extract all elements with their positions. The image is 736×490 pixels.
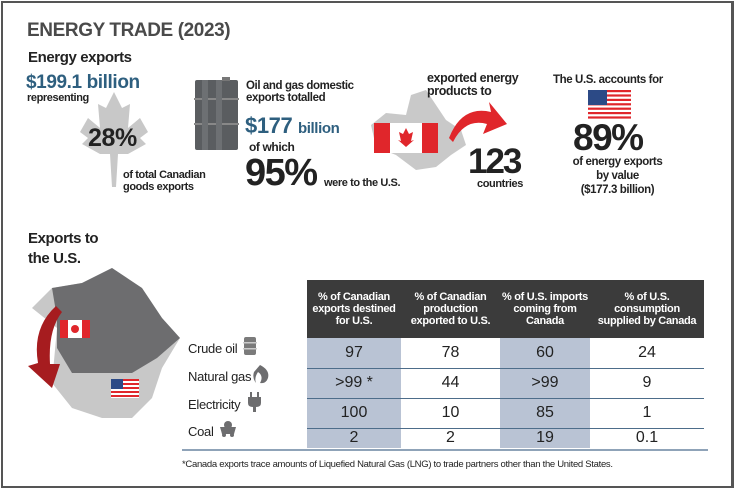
north-america-map-icon — [28, 268, 180, 418]
table-row: 97 78 60 24 — [307, 338, 704, 369]
energy-exports-heading: Energy exports — [28, 49, 132, 66]
footnote: *Canada exports trace amounts of Liquefi… — [182, 459, 613, 470]
oil-barrel-icon — [194, 77, 239, 150]
table-cell: 2 — [446, 429, 455, 447]
exports-us-heading-2: the U.S. — [28, 250, 81, 267]
table-cell: >99 * — [307, 368, 401, 399]
us-share-line1: of energy exports — [572, 156, 663, 168]
countries-count: 123 — [468, 142, 522, 181]
table-cell: 44 — [401, 368, 500, 399]
oil-gas-unit: billion — [298, 120, 340, 137]
table-cell: 24 — [590, 338, 704, 369]
exports-table: % of Canadian exports destined for U.S. … — [307, 280, 704, 448]
table-cell: 0.1 — [635, 429, 659, 447]
barrel-icon — [243, 337, 257, 355]
table-cell: 85 — [500, 398, 590, 429]
column-header: % of U.S. imports coming from Canada — [500, 280, 590, 338]
oil-gas-text: Oil and gas domestic exports totalled — [246, 80, 354, 105]
row-label-coal: Coal — [188, 424, 214, 439]
us-share-line2: by value — [596, 170, 639, 182]
column-header: % of Canadian exports destined for U.S. — [307, 280, 401, 338]
table-cell: 78 — [401, 338, 500, 369]
column-header: % of Canadian production exported to U.S… — [401, 280, 500, 338]
canada-map-icon — [371, 90, 466, 170]
oil-gas-to-us: were to the U.S. — [324, 177, 401, 189]
countries-label: countries — [477, 178, 523, 190]
oil-gas-amount: $177 — [245, 113, 293, 138]
table-cell: 60 — [500, 338, 590, 369]
curved-arrow-icon — [449, 102, 507, 142]
energy-exports-amount: $199.1 billion — [26, 72, 140, 93]
table-cell: 1 — [590, 398, 704, 429]
table-row: 2 2 19 0.1 — [307, 428, 704, 448]
table-cell: 100 — [307, 398, 401, 429]
row-label-natural-gas: Natural gas — [188, 369, 252, 384]
row-label-crude-oil: Crude oil — [188, 341, 238, 356]
us-share-line3: ($177.3 billion) — [580, 184, 655, 196]
us-share-text: The U.S. accounts for — [553, 74, 663, 86]
countries-text: exported energy products to — [427, 71, 519, 99]
mine-cart-icon — [220, 421, 236, 437]
maple-leaf-icon — [80, 92, 148, 187]
plug-icon — [248, 392, 261, 412]
divider — [182, 449, 708, 451]
table-cell: 97 — [307, 338, 401, 369]
energy-exports-note: of total Canadian goods exports — [123, 169, 206, 193]
page-title: ENERGY TRADE (2023) — [27, 20, 231, 41]
energy-exports-percent: 28% — [88, 124, 137, 152]
table-cell: 2 — [307, 428, 401, 448]
column-header: % of U.S. consumption supplied by Canada — [590, 280, 704, 338]
table-row: >99 * 44 >99 9 — [307, 368, 704, 399]
exports-us-heading-1: Exports to — [28, 230, 99, 247]
of-which-label: of which — [249, 140, 295, 154]
us-share-percent: 89% — [573, 117, 644, 158]
table-row: 100 10 85 1 — [307, 398, 704, 429]
flame-icon — [253, 365, 269, 384]
table-cell: 19 — [500, 428, 590, 448]
representing-label: representing — [27, 92, 89, 104]
oil-gas-percent: 95% — [245, 152, 318, 194]
table-cell: >99 — [500, 368, 590, 399]
us-flag-icon — [588, 90, 631, 119]
table-cell: 10 — [401, 398, 500, 429]
table-cell: 9 — [590, 368, 704, 399]
row-label-electricity: Electricity — [188, 397, 241, 412]
